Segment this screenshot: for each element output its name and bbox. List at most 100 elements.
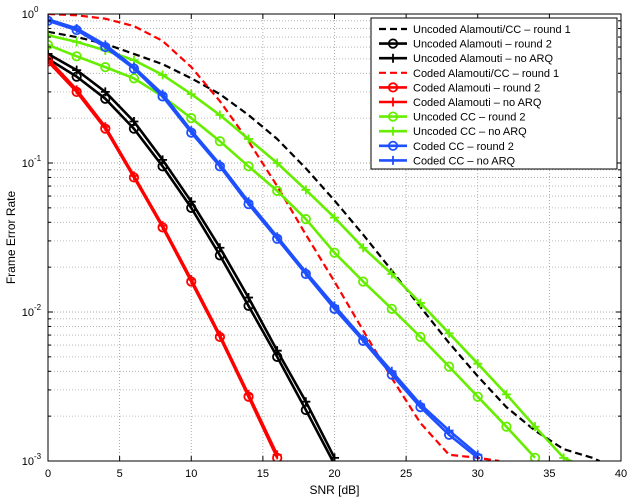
y-tick-exponent: 0 — [34, 5, 39, 14]
data-point — [72, 23, 82, 33]
x-tick-label: 10 — [185, 468, 197, 480]
data-point — [529, 452, 541, 461]
data-point — [128, 73, 140, 84]
series-3 — [48, 49, 339, 461]
data-point — [272, 185, 283, 196]
legend: Uncoded Alamouti/CC – round 1 Uncoded Ala… — [370, 17, 618, 170]
data-point — [72, 85, 82, 95]
x-tick-label: 35 — [543, 468, 555, 480]
legend-swatch-marker — [388, 53, 398, 63]
data-point — [472, 391, 483, 402]
series-4 — [48, 14, 500, 461]
data-point — [72, 37, 82, 47]
y-tick-label: 10 — [22, 307, 34, 319]
data-point — [243, 161, 254, 172]
data-point — [244, 197, 254, 207]
data-point — [473, 359, 483, 369]
data-point — [129, 62, 139, 72]
data-point — [48, 30, 53, 40]
data-point — [48, 14, 53, 24]
x-tick-label: 15 — [257, 468, 269, 480]
x-tick-label: 30 — [472, 468, 484, 480]
data-point — [300, 214, 311, 225]
data-point — [72, 65, 82, 75]
legend-label: Uncoded CC – no ARQ — [413, 126, 527, 138]
legend-label: Coded Alamouti – round 2 — [413, 82, 540, 94]
series-layer — [48, 14, 600, 461]
data-point — [272, 346, 282, 356]
data-point — [186, 126, 196, 136]
data-point — [214, 136, 225, 147]
y-tick-label: 10 — [22, 9, 34, 21]
data-point — [100, 87, 110, 97]
data-point — [415, 399, 425, 409]
series-line — [48, 34, 574, 461]
legend-label: Coded CC – no ARQ — [413, 155, 516, 167]
legend-box — [370, 17, 618, 170]
data-point — [330, 213, 339, 223]
series-line — [48, 43, 536, 459]
legend-label: Coded CC – round 2 — [413, 141, 514, 153]
legend-label: Uncoded Alamouti – round 2 — [413, 39, 552, 51]
series-line — [48, 18, 479, 456]
data-point — [415, 331, 426, 343]
data-point — [215, 159, 225, 169]
data-point — [215, 330, 225, 340]
legend-swatch-marker — [388, 126, 398, 136]
data-point — [386, 303, 397, 314]
data-point — [301, 397, 311, 407]
series-10 — [48, 14, 483, 460]
data-point — [129, 171, 139, 181]
data-point — [215, 243, 225, 253]
data-point — [272, 158, 282, 168]
y-tick-exponent: -3 — [34, 452, 42, 461]
y-tick-label: 10 — [22, 158, 34, 170]
legend-label: Uncoded Alamouti – no ARQ — [413, 53, 553, 65]
x-tick-label: 20 — [328, 468, 340, 480]
data-point — [100, 40, 110, 50]
data-point — [272, 450, 282, 460]
series-line — [48, 57, 335, 461]
data-point — [244, 389, 254, 399]
data-point — [272, 232, 282, 242]
data-point — [215, 110, 225, 120]
x-tick-label: 0 — [45, 468, 51, 480]
data-point — [158, 155, 168, 165]
data-point — [129, 116, 139, 126]
y-tick-label: 10 — [22, 456, 34, 468]
legend-swatch-marker — [388, 155, 398, 165]
data-point — [358, 243, 368, 253]
data-point — [301, 185, 311, 195]
legend-swatch-marker — [387, 82, 399, 93]
data-point — [186, 197, 196, 207]
data-point — [48, 39, 54, 51]
x-tick-label: 25 — [400, 468, 412, 480]
data-point — [158, 221, 168, 231]
data-point — [444, 328, 454, 338]
data-point — [100, 62, 111, 73]
x-tick-label: 5 — [117, 468, 123, 480]
data-point — [158, 70, 168, 80]
data-point — [186, 89, 196, 99]
y-axis-label: Frame Error Rate — [4, 191, 18, 285]
x-tick-label: 40 — [615, 468, 627, 480]
data-point — [186, 113, 197, 124]
legend-label: Coded Alamouti/CC – round 1 — [413, 68, 559, 80]
legend-swatch-marker — [387, 111, 399, 122]
data-point — [387, 269, 397, 279]
data-point — [530, 422, 540, 432]
data-point — [444, 426, 454, 436]
y-tick-exponent: -2 — [34, 303, 42, 312]
data-point — [329, 247, 340, 258]
data-point — [358, 276, 369, 287]
legend-label: Uncoded Alamouti/CC – round 1 — [413, 24, 571, 36]
data-point — [100, 122, 110, 132]
data-point — [501, 389, 511, 399]
data-point — [330, 301, 339, 311]
legend-label: Coded Alamouti – no ARQ — [413, 97, 542, 109]
data-point — [244, 293, 254, 303]
series-line — [48, 30, 600, 461]
data-point — [501, 421, 512, 432]
